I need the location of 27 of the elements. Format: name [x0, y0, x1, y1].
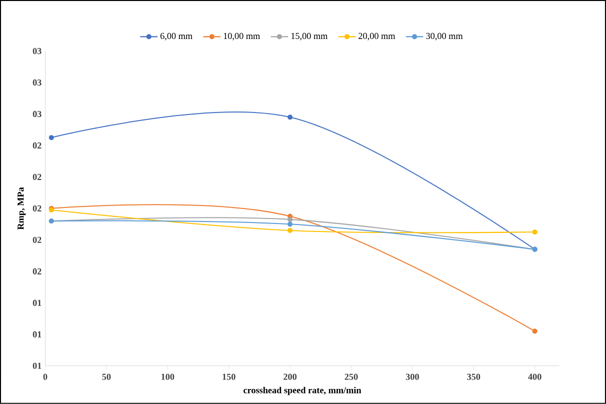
x-axis-title: crosshead speed rate, mm/min	[244, 386, 362, 396]
legend-label: 6,00 mm	[160, 32, 192, 40]
x-tick-label: 300	[406, 374, 419, 380]
y-tick-label: 02	[32, 142, 42, 149]
y-tick-label: 01	[32, 331, 42, 338]
y-tick-label: 01	[32, 300, 42, 306]
x-tick-label: 150	[222, 374, 236, 380]
x-tick-label: 100	[162, 374, 174, 380]
y-tick-label: 03	[32, 79, 42, 86]
x-tick-label: 200	[284, 374, 297, 380]
y-tick-label: 02	[32, 268, 42, 275]
y-tick-label: 01	[32, 362, 42, 369]
x-tick-label: 0	[43, 374, 48, 380]
x-tick-label: 350	[467, 374, 480, 380]
y-tick-label: 03	[32, 48, 42, 54]
x-tick-label: 50	[102, 374, 111, 380]
y-axis-title: Rmp, MPa	[18, 187, 26, 230]
y-tick-label: 03	[32, 110, 42, 118]
y-tick-label: 02	[32, 205, 42, 212]
legend-label: 20,00 mm	[358, 32, 396, 40]
y-tick-label: 02	[32, 174, 42, 180]
x-tick-label: 250	[344, 374, 358, 380]
x-tick-label: 400	[528, 374, 542, 380]
legend-label: 30,00 mm	[426, 32, 463, 40]
legend-label: 10,00 mm	[224, 32, 260, 40]
legend-label: 15,00 mm	[291, 32, 328, 40]
y-tick-label: 02	[32, 236, 42, 244]
